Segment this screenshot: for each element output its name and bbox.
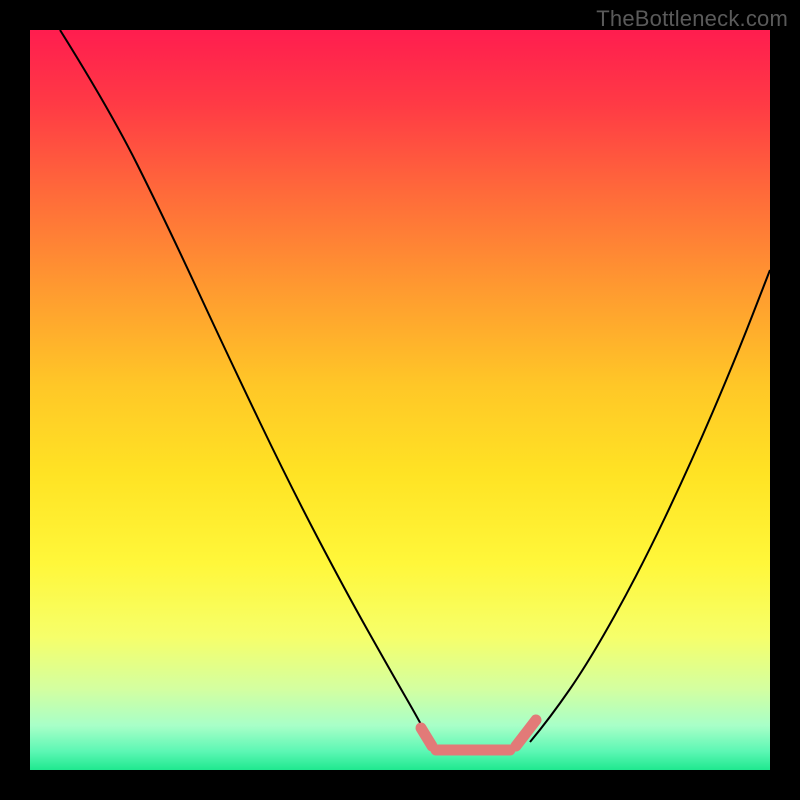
chart-container: TheBottleneck.com (0, 0, 800, 800)
chart-svg (30, 30, 770, 770)
plot-area (30, 30, 770, 770)
watermark-label: TheBottleneck.com (596, 6, 788, 32)
gradient-background (30, 30, 770, 770)
